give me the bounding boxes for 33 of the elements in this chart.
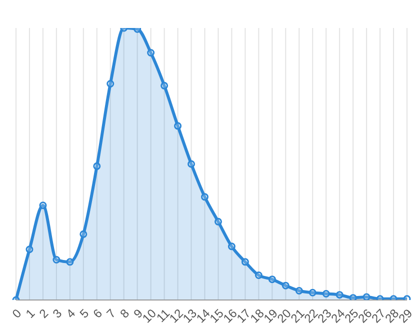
point (52, 256, 60, 264)
point (201, 193, 209, 201)
point (308, 288, 316, 296)
point (322, 290, 330, 298)
point (349, 294, 357, 300)
x-tick-label: 7 (104, 306, 119, 321)
x-tick-label: 0 (10, 306, 24, 321)
point (66, 258, 74, 266)
x-tick-label: 3 (50, 306, 65, 321)
x-tick-label: 6 (90, 306, 106, 321)
x-tick-label: 2 (36, 306, 52, 321)
x-tick-label: 8 (117, 306, 132, 321)
point (160, 82, 168, 90)
point (80, 230, 88, 238)
point (174, 122, 182, 130)
point (268, 276, 276, 284)
x-tick-label: 1 (23, 306, 38, 321)
point (39, 202, 47, 210)
point (295, 287, 303, 294)
point (106, 80, 114, 88)
point (282, 282, 290, 290)
x-tick-label: 4 (63, 306, 78, 321)
point (147, 49, 155, 56)
point (336, 291, 344, 299)
point (362, 293, 370, 300)
x-tick-label: 5 (76, 306, 92, 321)
point (214, 218, 222, 226)
point (228, 242, 236, 250)
point (188, 160, 196, 168)
point (254, 272, 262, 279)
point (93, 162, 101, 170)
point (26, 246, 34, 254)
point (241, 258, 249, 266)
